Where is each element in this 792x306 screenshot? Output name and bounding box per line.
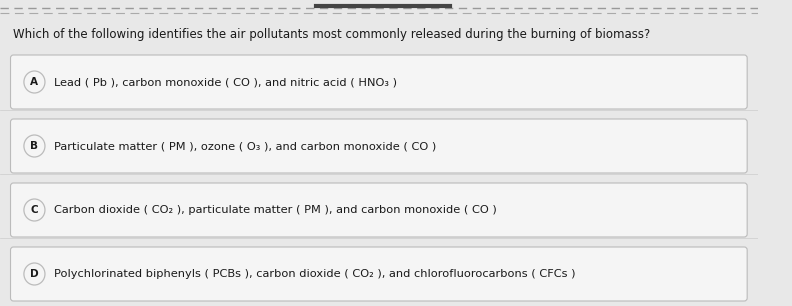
Circle shape <box>24 71 45 93</box>
FancyBboxPatch shape <box>10 247 747 301</box>
FancyBboxPatch shape <box>10 55 747 109</box>
Text: Polychlorinated biphenyls ( PCBs ), carbon dioxide ( CO₂ ), and chlorofluorocarb: Polychlorinated biphenyls ( PCBs ), carb… <box>54 269 575 279</box>
Text: Which of the following identifies the air pollutants most commonly released duri: Which of the following identifies the ai… <box>13 28 651 41</box>
Text: B: B <box>30 141 39 151</box>
Text: Carbon dioxide ( CO₂ ), particulate matter ( PM ), and carbon monoxide ( CO ): Carbon dioxide ( CO₂ ), particulate matt… <box>54 205 497 215</box>
FancyBboxPatch shape <box>10 119 747 173</box>
Circle shape <box>24 135 45 157</box>
FancyBboxPatch shape <box>10 183 747 237</box>
Text: A: A <box>30 77 39 87</box>
Text: Lead ( Pb ), carbon monoxide ( CO ), and nitric acid ( HNO₃ ): Lead ( Pb ), carbon monoxide ( CO ), and… <box>54 77 397 87</box>
Circle shape <box>24 263 45 285</box>
Text: D: D <box>30 269 39 279</box>
Text: Particulate matter ( PM ), ozone ( O₃ ), and carbon monoxide ( CO ): Particulate matter ( PM ), ozone ( O₃ ),… <box>54 141 436 151</box>
Circle shape <box>24 199 45 221</box>
Text: C: C <box>31 205 38 215</box>
